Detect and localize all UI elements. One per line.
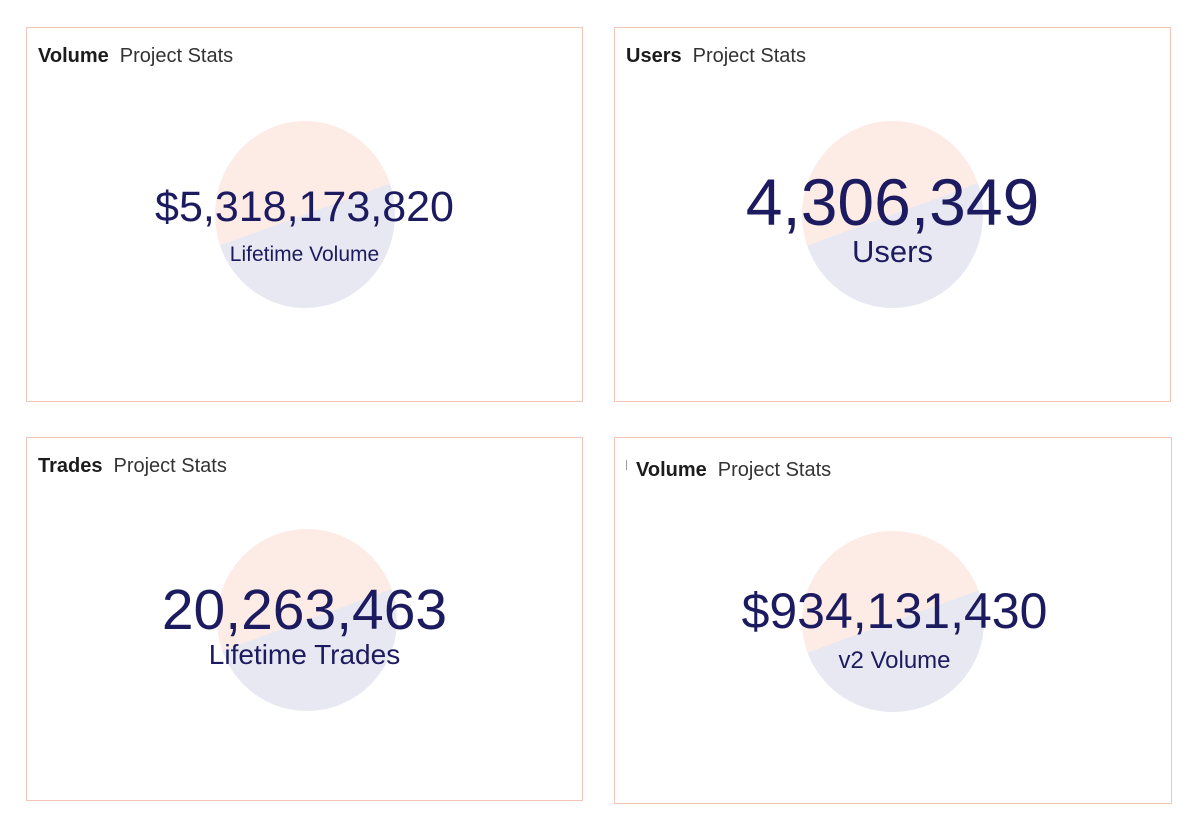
card-header: Users Project Stats — [626, 44, 806, 68]
card-header: Volume Project Stats — [38, 44, 233, 68]
stat-value: $5,318,173,820 — [155, 183, 454, 231]
card-category-label: Volume — [636, 459, 707, 481]
stat-label: Lifetime Trades — [208, 639, 401, 670]
background-circle — [802, 531, 984, 712]
stat-card-v2-volume: Volume Project Stats $934,131,430 v2 Volu… — [614, 437, 1172, 804]
card-header: Volume Project Stats — [636, 458, 831, 482]
stat-value: 20,263,463 — [161, 578, 448, 642]
card-header: Trades Project Stats — [38, 454, 227, 478]
cursor-mark — [626, 460, 627, 470]
background-circle — [802, 121, 983, 308]
stat-card-lifetime-volume: Volume Project Stats $5,318,173,820 Lifet… — [26, 27, 583, 402]
card-category-label: Volume — [38, 45, 109, 67]
background-circle — [215, 121, 395, 308]
card-source-label: Project Stats — [113, 455, 227, 477]
card-source-label: Project Stats — [717, 459, 832, 481]
stat-card-users: Users Project Stats 4,306,349 Users — [614, 27, 1171, 402]
stat-value: 4,306,349 — [745, 165, 1040, 239]
stat-label: Users — [852, 234, 933, 269]
background-circle — [217, 529, 397, 711]
card-category-label: Trades — [38, 455, 103, 477]
stat-card-lifetime-trades: Trades Project Stats 20,263,463 Lifetime … — [26, 437, 583, 801]
stat-label: v2 Volume — [838, 647, 951, 674]
card-category-label: Users — [626, 45, 682, 67]
stat-value: $934,131,430 — [741, 583, 1048, 639]
stat-label: Lifetime Volume — [229, 243, 380, 266]
card-source-label: Project Stats — [119, 45, 234, 67]
card-source-label: Project Stats — [692, 45, 806, 67]
